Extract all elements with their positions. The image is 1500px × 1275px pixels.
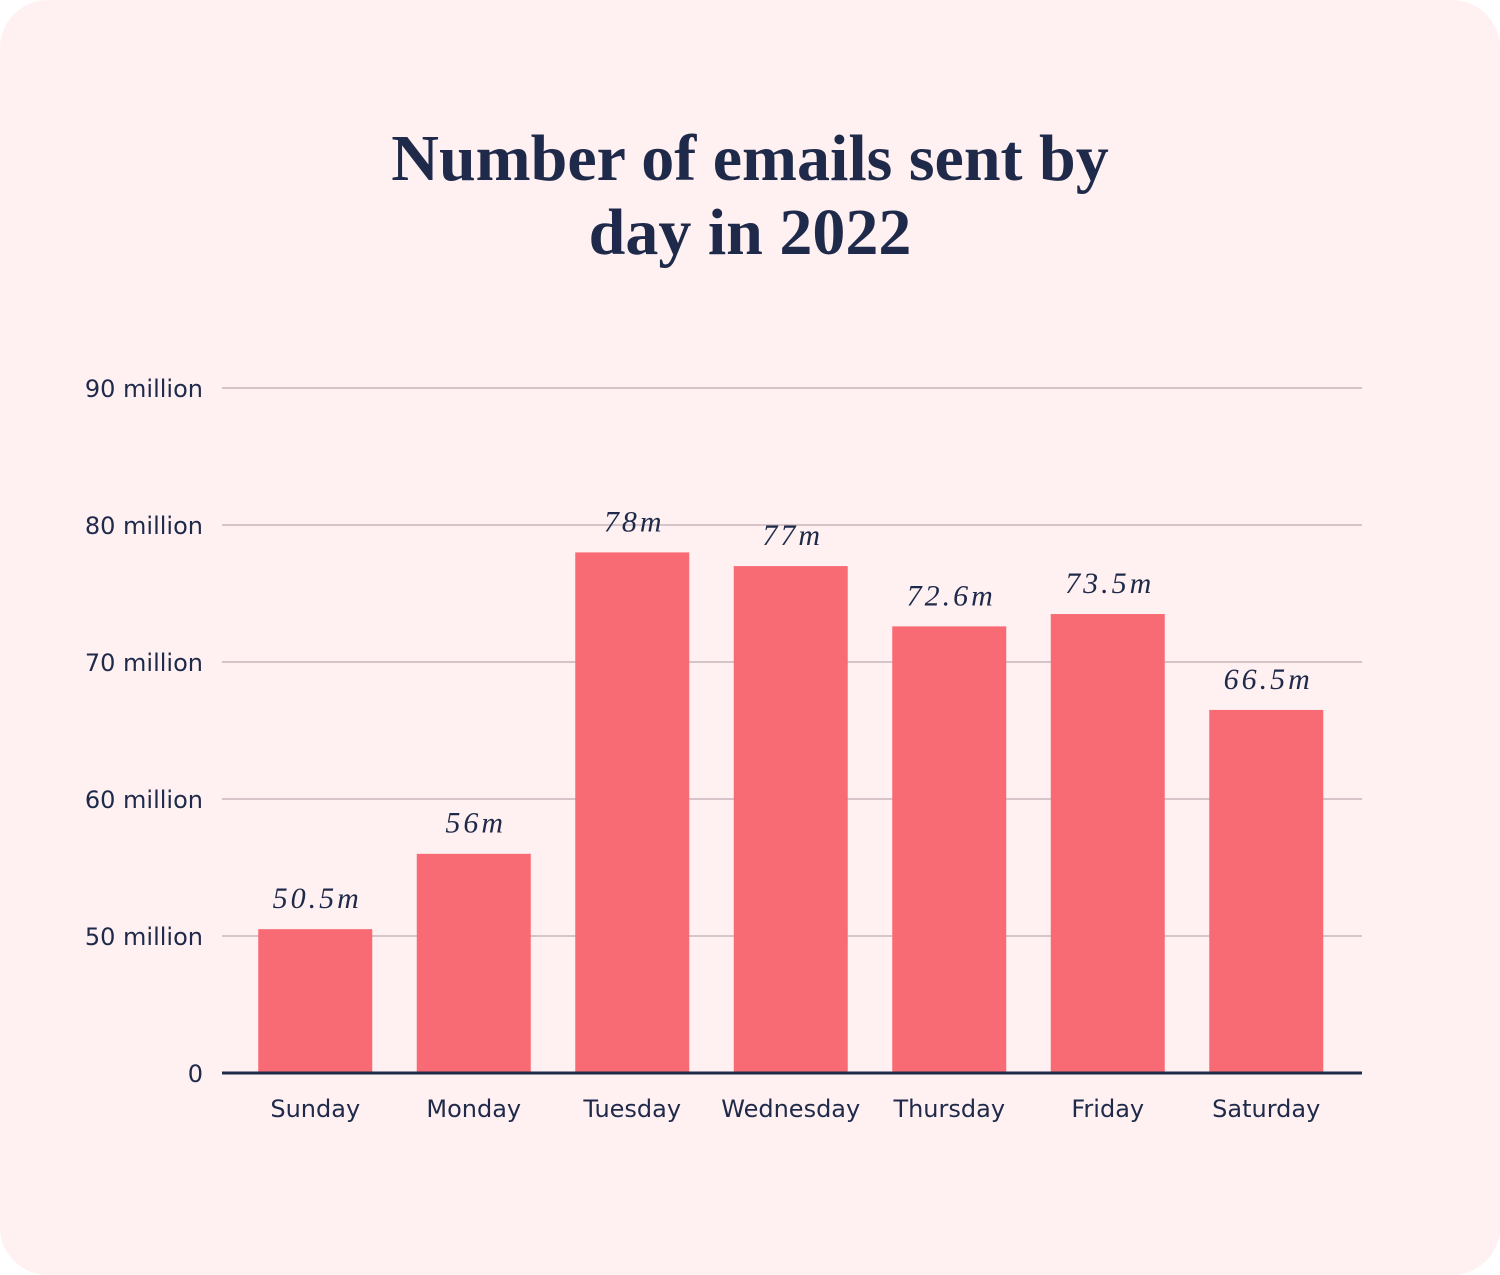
bar — [892, 626, 1007, 1073]
bar — [575, 552, 690, 1073]
y-tick-label: 70 million — [85, 649, 203, 677]
value-label: 78m — [604, 505, 665, 538]
value-label: 72.6m — [907, 579, 996, 612]
x-tick-label: Thursday — [892, 1095, 1005, 1123]
value-label: 50.5m — [273, 882, 362, 915]
bar — [733, 566, 848, 1073]
x-tick-label: Monday — [426, 1095, 521, 1123]
bar — [1050, 614, 1165, 1073]
bar — [258, 929, 373, 1073]
value-label: 66.5m — [1224, 663, 1313, 696]
x-tick-label: Wednesday — [721, 1095, 860, 1123]
x-tick-label: Saturday — [1212, 1095, 1320, 1123]
value-label: 77m — [762, 519, 823, 552]
y-tick-label: 90 million — [85, 375, 203, 403]
bar — [1209, 709, 1324, 1073]
y-tick-label: 60 million — [85, 786, 203, 814]
x-tick-label: Tuesday — [582, 1095, 681, 1123]
x-tick-label: Sunday — [270, 1095, 360, 1123]
value-label: 56m — [445, 807, 506, 840]
x-tick-label: Friday — [1071, 1095, 1144, 1123]
y-tick-label: 0 — [188, 1060, 203, 1088]
y-tick-label: 50 million — [85, 923, 203, 951]
bar — [416, 853, 531, 1073]
y-tick-label: 80 million — [85, 512, 203, 540]
chart-title: Number of emails sent by day in 2022 — [391, 122, 1109, 269]
title-wrap: Number of emails sent by day in 2022 — [0, 122, 1500, 270]
value-label: 73.5m — [1065, 567, 1154, 600]
